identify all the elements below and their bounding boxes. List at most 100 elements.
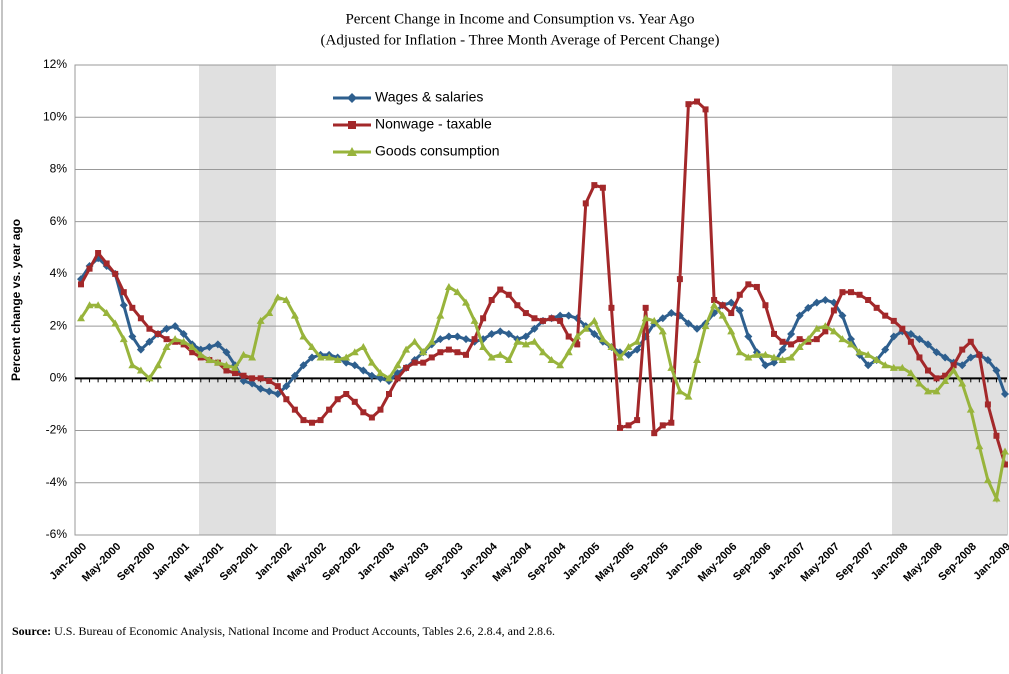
marker [146, 325, 153, 332]
marker [470, 316, 479, 324]
marker [812, 324, 821, 332]
legend-marker [347, 93, 357, 103]
marker [924, 340, 932, 349]
marker [300, 417, 307, 424]
marker [463, 351, 469, 358]
marker [497, 286, 504, 293]
marker [778, 345, 787, 354]
x-tick-label: Sep-2000 [115, 541, 158, 584]
marker [155, 330, 161, 337]
marker [693, 324, 701, 333]
marker [154, 361, 162, 369]
marker [941, 353, 950, 362]
marker [479, 343, 488, 350]
marker [607, 343, 616, 350]
x-tick-label: Sep-2003 [423, 541, 466, 584]
marker [761, 350, 770, 358]
marker [504, 329, 513, 338]
marker [273, 293, 282, 301]
marker [428, 354, 435, 361]
marker [290, 371, 299, 380]
marker [129, 304, 136, 311]
source: Source: U.S. Bureau of Economic Analysis… [12, 624, 555, 638]
marker [933, 375, 940, 382]
marker [950, 362, 957, 369]
x-tick-label: Sep-2005 [628, 541, 671, 584]
marker [462, 298, 470, 306]
marker [694, 98, 700, 105]
marker [102, 309, 111, 317]
marker [445, 346, 452, 353]
marker [95, 250, 102, 256]
marker [787, 353, 796, 361]
marker [1001, 390, 1009, 398]
marker [137, 315, 144, 322]
y-tick-label: 8% [50, 162, 68, 176]
marker [667, 309, 676, 318]
marker [958, 361, 967, 370]
marker [487, 329, 496, 338]
marker [427, 337, 436, 345]
marker [488, 297, 495, 303]
recession-shade [892, 65, 1007, 535]
marker [992, 494, 1001, 502]
marker [564, 311, 573, 320]
source-text: U.S. Bureau of Economic Analysis, Nation… [54, 624, 555, 638]
marker [838, 311, 847, 320]
marker [205, 356, 214, 364]
chart-title: Percent Change in Income and Consumption… [345, 11, 694, 27]
marker [326, 406, 333, 413]
marker [787, 329, 796, 338]
marker [744, 353, 753, 361]
marker [847, 335, 855, 344]
marker [231, 363, 239, 371]
marker [239, 376, 248, 385]
marker [889, 332, 898, 341]
y-tick-label: 2% [50, 318, 68, 332]
marker [770, 358, 778, 367]
marker [334, 396, 341, 403]
marker [581, 324, 590, 332]
marker [77, 314, 85, 322]
marker [222, 361, 231, 369]
marker [684, 319, 693, 328]
marker [367, 371, 376, 380]
marker [145, 374, 154, 382]
marker [376, 374, 385, 383]
marker [872, 356, 881, 364]
marker [359, 366, 368, 375]
marker [376, 369, 385, 377]
marker [659, 422, 666, 429]
marker [573, 332, 582, 340]
marker [651, 430, 658, 437]
marker [822, 328, 829, 335]
marker [403, 364, 410, 371]
marker [496, 327, 505, 336]
source-label: Source: [12, 624, 51, 638]
marker [386, 391, 392, 397]
marker [565, 333, 572, 340]
x-tick-label: Sep-2006 [731, 541, 774, 584]
marker [873, 304, 880, 311]
marker [350, 361, 359, 370]
marker [924, 387, 932, 395]
marker [531, 315, 538, 322]
recession-shade [199, 65, 276, 535]
marker [745, 281, 752, 288]
marker [111, 319, 120, 327]
marker [189, 349, 196, 356]
marker [641, 314, 650, 322]
marker [634, 417, 641, 424]
marker [162, 343, 171, 350]
marker [265, 387, 274, 396]
marker [788, 341, 795, 348]
marker [291, 406, 298, 413]
marker [556, 311, 565, 320]
marker [394, 375, 401, 382]
marker [778, 356, 787, 364]
marker [949, 366, 958, 374]
marker [504, 356, 513, 364]
marker [590, 316, 599, 324]
marker [675, 387, 684, 395]
marker [171, 322, 180, 331]
